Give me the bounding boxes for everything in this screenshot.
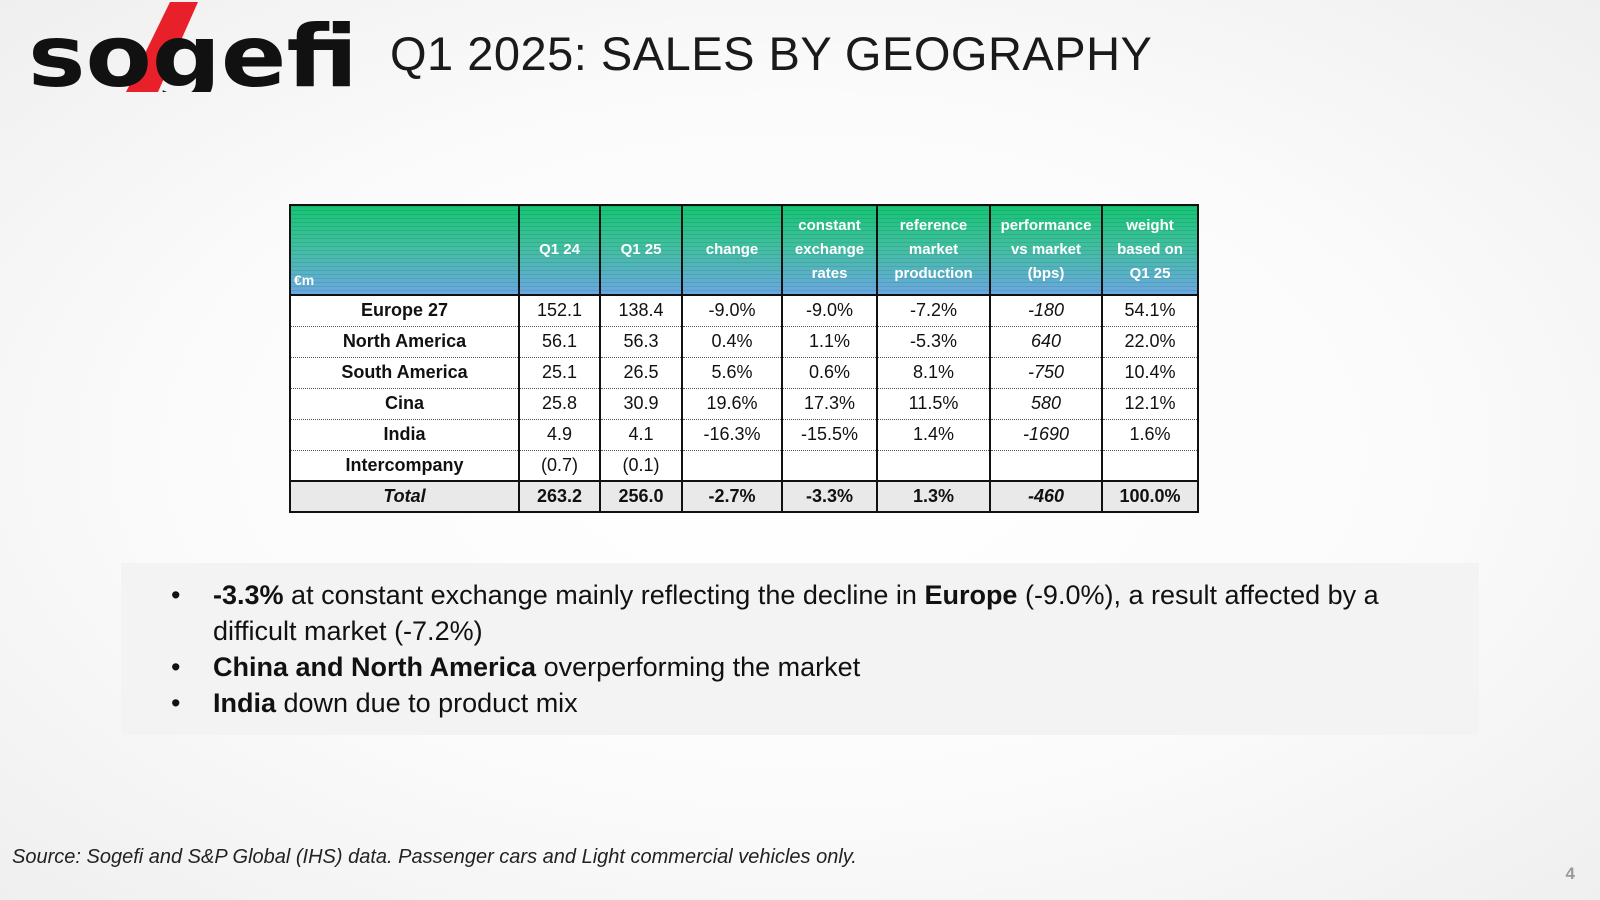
header: sogefi Q1 2025: SALES BY GEOGRAPHY	[28, 0, 1328, 100]
value-cell: 10.4%	[1101, 357, 1199, 389]
value-cell: 0.4%	[681, 326, 783, 358]
value-cell: (0.1)	[599, 450, 683, 482]
logo-red-slash	[126, 2, 198, 92]
total-cell: -2.7%	[681, 480, 783, 513]
table-row: Cina 25.8 30.9 19.6% 17.3% 11.5% 580 12.…	[289, 388, 1199, 420]
value-cell: 4.9	[518, 419, 601, 451]
total-label: Total	[289, 480, 520, 513]
value-cell: 138.4	[599, 294, 683, 327]
bullet-emphasis: -3.3%	[213, 580, 284, 610]
value-cell: -7.2%	[876, 294, 991, 327]
column-header: performance vs market (bps)	[989, 204, 1103, 296]
value-cell: 152.1	[518, 294, 601, 327]
unit-header: €m	[289, 204, 520, 296]
region-cell: Cina	[289, 388, 520, 420]
column-header: change	[681, 204, 783, 296]
column-header: Q1 24	[518, 204, 601, 296]
value-cell: (0.7)	[518, 450, 601, 482]
bullet-dot-icon: •	[171, 580, 181, 610]
total-cell: -3.3%	[781, 480, 878, 513]
value-cell: 11.5%	[876, 388, 991, 420]
value-cell: 580	[989, 388, 1103, 420]
page-number: 4	[1565, 864, 1575, 883]
value-cell: -9.0%	[781, 294, 878, 327]
value-cell: 640	[989, 326, 1103, 358]
bullet-list: • -3.3% at constant exchange mainly refl…	[121, 563, 1479, 721]
region-cell: Intercompany	[289, 450, 520, 482]
value-cell: -16.3%	[681, 419, 783, 451]
value-cell: -1690	[989, 419, 1103, 451]
bullet-text: overperforming the market	[536, 652, 861, 682]
value-cell: -750	[989, 357, 1103, 389]
value-cell	[681, 450, 783, 482]
value-cell: 5.6%	[681, 357, 783, 389]
sales-table-container: €m Q1 24 Q1 25 change constant exchange …	[289, 204, 1199, 513]
value-cell: -9.0%	[681, 294, 783, 327]
table-row: South America 25.1 26.5 5.6% 0.6% 8.1% -…	[289, 357, 1199, 389]
table-row: Europe 27 152.1 138.4 -9.0% -9.0% -7.2% …	[289, 294, 1199, 327]
column-header: reference market production	[876, 204, 991, 296]
value-cell: 56.3	[599, 326, 683, 358]
value-cell	[876, 450, 991, 482]
column-header: Q1 25	[599, 204, 683, 296]
value-cell: 8.1%	[876, 357, 991, 389]
table-header-row: €m Q1 24 Q1 25 change constant exchange …	[289, 204, 1199, 296]
value-cell: 1.4%	[876, 419, 991, 451]
total-cell: 1.3%	[876, 480, 991, 513]
value-cell	[781, 450, 878, 482]
bullet-emphasis: India	[213, 688, 277, 718]
value-cell: 0.6%	[781, 357, 878, 389]
bullet-dot-icon: •	[171, 688, 181, 718]
bullet-item: • -3.3% at constant exchange mainly refl…	[171, 577, 1459, 649]
value-cell: 25.1	[518, 357, 601, 389]
value-cell: -15.5%	[781, 419, 878, 451]
commentary-box: • -3.3% at constant exchange mainly refl…	[121, 563, 1479, 735]
table-row: India 4.9 4.1 -16.3% -15.5% 1.4% -1690 1…	[289, 419, 1199, 451]
bullet-text: down due to product mix	[276, 688, 578, 718]
bullet-emphasis: China and North America	[213, 652, 537, 682]
sogefi-logo: sogefi	[28, 2, 358, 92]
region-cell: North America	[289, 326, 520, 358]
value-cell: -5.3%	[876, 326, 991, 358]
value-cell: 25.8	[518, 388, 601, 420]
value-cell: 30.9	[599, 388, 683, 420]
page-title: Q1 2025: SALES BY GEOGRAPHY	[390, 27, 1153, 80]
value-cell: 56.1	[518, 326, 601, 358]
table-row: North America 56.1 56.3 0.4% 1.1% -5.3% …	[289, 326, 1199, 358]
column-header: weight based on Q1 25	[1101, 204, 1199, 296]
bullet-item: • China and North America overperforming…	[171, 649, 1459, 685]
bullet-emphasis: Europe	[924, 580, 1018, 610]
value-cell: 12.1%	[1101, 388, 1199, 420]
value-cell: -180	[989, 294, 1103, 327]
total-cell: 256.0	[599, 480, 683, 513]
logo-wordmark: sogefi	[28, 7, 358, 92]
sales-by-geography-table: €m Q1 24 Q1 25 change constant exchange …	[289, 204, 1199, 513]
total-cell: 100.0%	[1101, 480, 1199, 513]
region-cell: South America	[289, 357, 520, 389]
bullet-item: • India down due to product mix	[171, 685, 1459, 721]
value-cell: 22.0%	[1101, 326, 1199, 358]
value-cell: 1.6%	[1101, 419, 1199, 451]
bullet-text: (-9.0%), a result affected by a difficul…	[213, 580, 1379, 646]
region-cell: Europe 27	[289, 294, 520, 327]
source-note: Source: Sogefi and S&P Global (IHS) data…	[12, 846, 857, 868]
value-cell: 19.6%	[681, 388, 783, 420]
value-cell: 4.1	[599, 419, 683, 451]
table-row: Intercompany (0.7) (0.1)	[289, 450, 1199, 482]
bullet-text: at constant exchange mainly reflecting t…	[283, 580, 925, 610]
total-cell: 263.2	[518, 480, 601, 513]
column-header: constant exchange rates	[781, 204, 878, 296]
region-cell: India	[289, 419, 520, 451]
value-cell: 26.5	[599, 357, 683, 389]
value-cell: 54.1%	[1101, 294, 1199, 327]
value-cell	[989, 450, 1103, 482]
bullet-dot-icon: •	[171, 652, 181, 682]
value-cell: 17.3%	[781, 388, 878, 420]
total-row: Total 263.2 256.0 -2.7% -3.3% 1.3% -460 …	[289, 480, 1199, 513]
total-cell: -460	[989, 480, 1103, 513]
value-cell: 1.1%	[781, 326, 878, 358]
value-cell	[1101, 450, 1199, 482]
